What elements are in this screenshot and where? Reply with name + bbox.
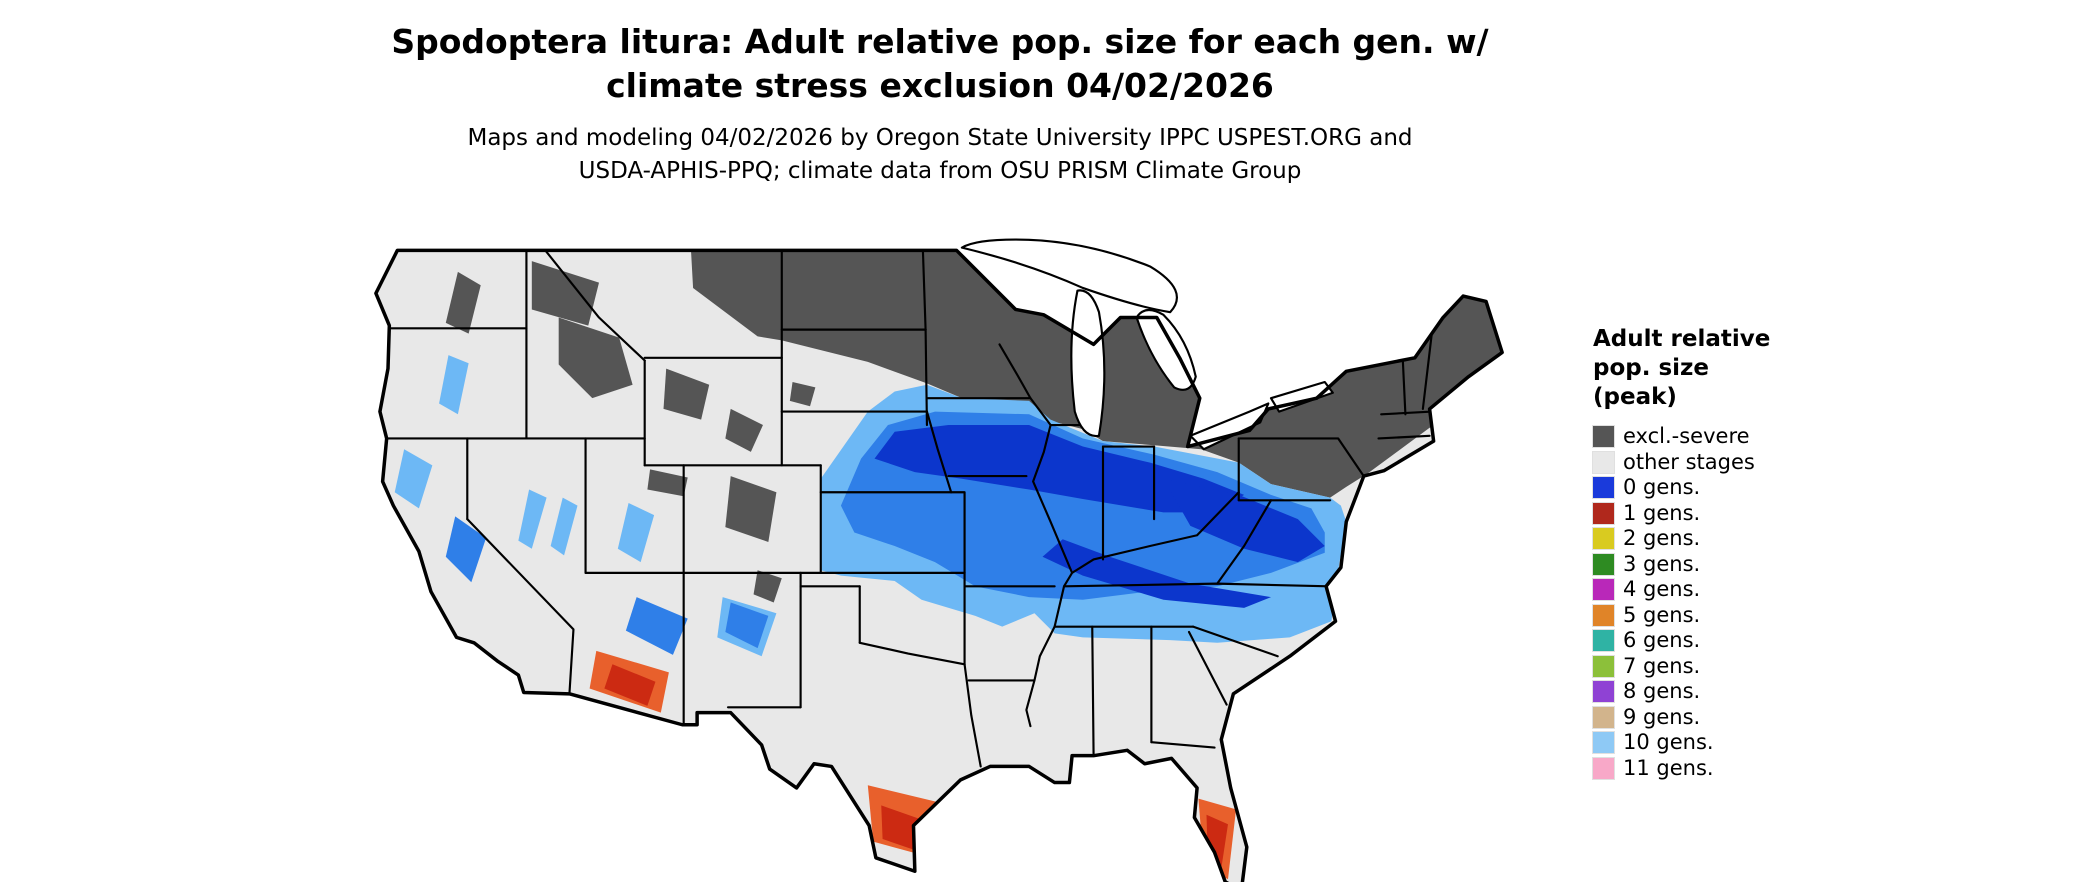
legend-label: 2 gens. (1623, 526, 1701, 551)
us-map-svg (374, 238, 1504, 882)
map-subtitle: Maps and modeling 04/02/2026 by Oregon S… (467, 125, 1413, 185)
legend-label: 1 gens. (1623, 500, 1701, 525)
legend-item: 5 gens. (1592, 602, 1853, 628)
lake-michigan (1070, 289, 1106, 438)
great-lakes (960, 238, 1334, 451)
legend-swatch-3-gens (1592, 552, 1615, 576)
legend-label: 9 gens. (1623, 704, 1701, 729)
legend-label: 7 gens. (1623, 653, 1701, 678)
legend-label: 3 gens. (1623, 551, 1701, 576)
legend-swatch-other-stages (1592, 450, 1615, 474)
legend-item: 2 gens. (1592, 526, 1853, 552)
legend-swatch-0-gens (1592, 476, 1615, 500)
legend-item: 9 gens. (1592, 704, 1853, 730)
legend-swatch-9-gens (1592, 705, 1615, 729)
us-map (330, 210, 1540, 882)
legend-label: other stages (1623, 449, 1755, 474)
legend-item: 1 gens. (1592, 500, 1853, 526)
legend-swatch-6-gens (1592, 629, 1615, 653)
legend-item: 3 gens. (1592, 551, 1853, 577)
legend-item: 11 gens. (1592, 755, 1853, 781)
legend-item: 4 gens. (1592, 577, 1853, 603)
legend-label: 4 gens. (1623, 577, 1701, 602)
lake-huron (1135, 309, 1197, 391)
legend-label: 10 gens. (1623, 730, 1714, 755)
map-title: Spodoptera litura: Adult relative pop. s… (391, 22, 1489, 105)
us-outline (374, 248, 1504, 882)
legend-swatch-excl-severe (1592, 425, 1615, 449)
legend-swatch-7-gens (1592, 654, 1615, 678)
legend-item: 0 gens. (1592, 475, 1853, 501)
legend-label: 8 gens. (1623, 679, 1701, 704)
legend-label: 0 gens. (1623, 475, 1701, 500)
legend-swatch-1-gens (1592, 501, 1615, 525)
legend-item: other stages (1592, 449, 1853, 475)
legend-swatch-11-gens (1592, 756, 1615, 780)
legend: Adult relative pop. size (peak) excl.-se… (1592, 325, 1853, 781)
legend-item: 8 gens. (1592, 679, 1853, 705)
legend-swatch-10-gens (1592, 731, 1615, 755)
legend-label: 11 gens. (1623, 755, 1714, 780)
legend-item: excl.-severe (1592, 424, 1853, 450)
gen0-dark-region (874, 425, 1325, 608)
legend-label: 6 gens. (1623, 628, 1701, 653)
legend-swatch-2-gens (1592, 527, 1615, 551)
legend-label: excl.-severe (1623, 424, 1750, 449)
legend-swatch-4-gens (1592, 578, 1615, 602)
legend-item: 10 gens. (1592, 730, 1853, 756)
legend-item: 6 gens. (1592, 628, 1853, 654)
state-borders (382, 250, 1437, 768)
legend-title: Adult relative pop. size (peak) (1593, 326, 1771, 410)
legend-swatch-5-gens (1592, 603, 1615, 627)
lake-superior (960, 238, 1178, 314)
legend-swatch-8-gens (1592, 680, 1615, 704)
legend-label: 5 gens. (1623, 602, 1701, 627)
legend-item: 7 gens. (1592, 653, 1853, 679)
